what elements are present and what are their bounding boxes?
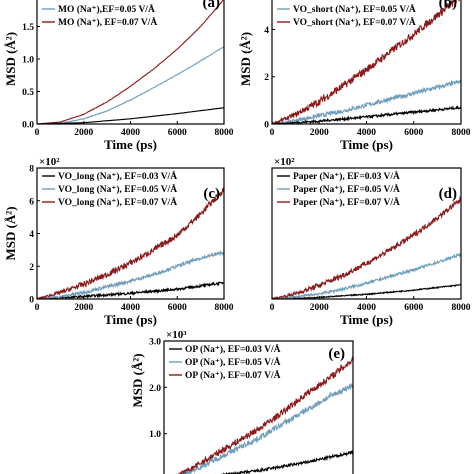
series-line-2 (272, 252, 461, 299)
y-multiplier-label: ×10² (39, 156, 60, 168)
y-axis-label: MSD (Å²) (3, 32, 18, 86)
series-line-1 (272, 283, 461, 299)
series-line-1 (37, 46, 224, 124)
panel-label: (d) (439, 186, 457, 202)
panel-label: (c) (203, 186, 220, 202)
x-tick-label: 8000 (452, 128, 471, 138)
legend-entry: VO_short (Na⁺), EF=0.05 V/Å (293, 3, 416, 15)
y-tick-label: 8 (29, 165, 34, 175)
x-axis-label: Time (ps) (104, 312, 157, 327)
x-tick-label: 4000 (357, 128, 376, 138)
y-axis-label: MSD (Å²) (130, 353, 145, 407)
x-tick-label: 0 (35, 128, 40, 138)
x-axis-label: Time (ps) (340, 137, 393, 152)
x-tick-label: 2000 (310, 303, 329, 313)
chart-panel-2: 0 2000 4000 6000 8000 0 2 4 Time (ps) MSD (Å²) VO_… (238, 0, 471, 152)
x-tick-label: 4000 (121, 303, 140, 313)
y-tick-label: 2.0 (149, 384, 161, 394)
chart-panel-3: 0 2000 4000 6000 8000 0 2 4 6 8 Time (ps) MSD (Å²) ×… (3, 156, 234, 327)
series-line-3 (37, 107, 224, 124)
y-tick-label: 2 (264, 73, 269, 83)
series-line-1 (272, 79, 461, 124)
panel-label: (b) (439, 0, 457, 11)
legend-entry: Paper (Na⁺), EF=0.07 V/Å (293, 196, 400, 208)
series-line-1 (37, 281, 224, 299)
x-tick-label: 2000 (74, 128, 93, 138)
legend-entry: Paper (Na⁺), EF=0.05 V/Å (293, 183, 400, 195)
panel-label: (e) (328, 346, 345, 362)
y-tick-label: 4 (264, 26, 269, 36)
panel-label: (a) (203, 0, 221, 11)
series-line-1 (205, 450, 353, 474)
series-line-2 (175, 383, 353, 474)
x-tick-label: 6000 (168, 303, 187, 313)
x-tick-label: 6000 (168, 128, 187, 138)
x-tick-label: 0 (270, 303, 275, 313)
x-tick-label: 2000 (310, 128, 329, 138)
y-multiplier-label: ×10³ (166, 329, 187, 341)
y-multiplier-label: ×10² (274, 156, 295, 168)
y-tick-label: 0 (29, 296, 34, 306)
y-tick-label: 2 (29, 263, 34, 273)
y-tick-label: 1.0 (149, 430, 161, 440)
series-line-2 (37, 0, 224, 124)
y-axis-label: MSD (Å²) (238, 32, 253, 86)
x-tick-label: 2000 (74, 303, 93, 313)
legend-entry: VO_short (Na⁺), EF=0.07 V/Å (293, 16, 416, 28)
y-tick-label: 0.5 (22, 88, 34, 98)
legend-entry: Paper (Na⁺), EF=0.03 V/Å (293, 170, 400, 182)
legend-entry: OP (Na⁺), EF=0.03 V/Å (185, 343, 281, 355)
x-tick-label: 0 (35, 303, 40, 313)
legend-entry: OP (Na⁺), EF=0.07 V/Å (185, 369, 281, 381)
y-tick-label: 2.0 (22, 0, 34, 1)
series-line-3 (272, 104, 461, 124)
y-tick-label: 3.0 (149, 338, 161, 348)
x-tick-label: 8000 (215, 303, 234, 313)
series-line-2 (272, 0, 460, 124)
legend-entry: OP (Na⁺), EF=0.05 V/Å (185, 356, 281, 368)
series-line-3 (175, 356, 353, 474)
legend-entry: VO_long (Na⁺), EF=0.07 V/Å (58, 196, 177, 208)
x-tick-label: 4000 (121, 128, 140, 138)
legend-entry: VO_long (Na⁺), EF=0.03 V/Å (58, 170, 177, 182)
x-tick-label: 0 (270, 128, 275, 138)
x-axis-label: Time (ps) (340, 312, 393, 327)
x-axis-label: Time (ps) (104, 137, 157, 152)
x-tick-label: 6000 (404, 128, 423, 138)
x-tick-label: 8000 (215, 128, 234, 138)
chart-panel-1: 0 2000 4000 6000 8000 0.0 0.5 1.0 1.5 2.0 Time (ps… (3, 0, 234, 152)
legend-entry: VO_long (Na⁺), EF=0.05 V/Å (58, 183, 177, 195)
y-tick-label: 4 (29, 230, 34, 240)
y-axis-label: MSD (Å²) (3, 206, 18, 260)
y-tick-label: 0 (264, 121, 269, 131)
y-tick-label: 6 (29, 197, 34, 207)
legend-entry: MO (Na⁺), EF=0.07 V/Å (58, 16, 157, 28)
x-tick-label: 6000 (404, 303, 423, 313)
series-line-2 (37, 249, 224, 299)
chart-panel-4: 0 2000 4000 6000 8000 Time (ps) ×10² Paper (Na⁺… (270, 156, 471, 327)
y-tick-label: 1.0 (22, 56, 34, 66)
x-tick-label: 4000 (357, 303, 376, 313)
y-tick-label: 0.0 (22, 121, 34, 131)
y-tick-label: 1.5 (22, 23, 34, 33)
x-tick-label: 8000 (452, 303, 471, 313)
series-line-3 (272, 195, 461, 299)
legend-entry: MO (Na⁺),EF=0.05 V/Å (58, 3, 155, 15)
plot-frame (163, 340, 354, 474)
series-line-3 (37, 187, 224, 299)
